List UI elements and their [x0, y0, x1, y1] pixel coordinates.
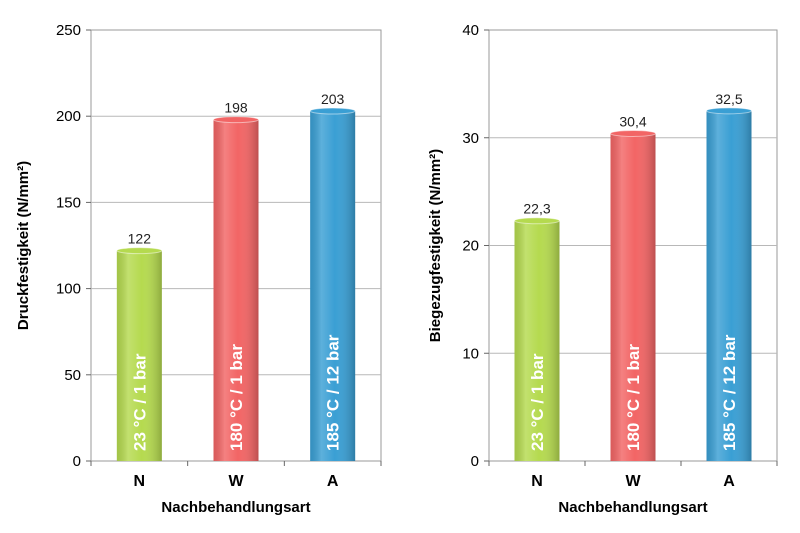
bar-value-label: 198	[224, 100, 248, 116]
bar-cap	[116, 247, 163, 255]
bar-cap	[514, 217, 560, 225]
x-axis-title: Nachbehandlungsart	[558, 499, 707, 516]
bar-value-label: 203	[321, 91, 345, 107]
x-category-label: N	[531, 473, 543, 490]
x-category-label: A	[723, 473, 735, 490]
y-tick-label: 250	[56, 22, 81, 39]
y-axis-title: Druckfestigkeit (N/mm²)	[15, 161, 32, 330]
y-tick-label: 20	[462, 238, 479, 255]
bar-cap	[309, 107, 356, 115]
bar-group	[706, 107, 752, 461]
bar-condition-label: 23 °C / 1 bar	[528, 353, 547, 451]
y-tick-label: 50	[64, 367, 81, 384]
y-tick-label: 200	[56, 108, 81, 125]
x-category-label: W	[625, 473, 641, 490]
bar-shading	[610, 133, 656, 461]
bar-shading	[514, 220, 560, 461]
bar-value-label: 32,5	[715, 91, 742, 107]
y-tick-label: 0	[471, 453, 479, 470]
bar-condition-label: 185 °C / 12 bar	[324, 334, 343, 451]
bar-shading	[116, 250, 162, 461]
bar-group	[514, 217, 560, 461]
bar-condition-label: 180 °C / 1 bar	[227, 344, 246, 451]
bar-condition-label: 23 °C / 1 bar	[130, 353, 149, 451]
bar-value-label: 22,3	[523, 201, 550, 217]
chart-2: 0 10 20 30 40 22,3 23 °C / 1 bar N 30,4 180 °C / …	[427, 22, 778, 516]
y-tick-label: 30	[462, 130, 479, 147]
x-category-label: N	[134, 473, 146, 490]
x-axis-title: Nachbehandlungsart	[161, 499, 310, 516]
x-category-label: A	[327, 473, 339, 490]
y-tick-label: 10	[462, 345, 479, 362]
bar-value-label: 122	[128, 231, 152, 247]
bar-cap	[706, 107, 752, 115]
y-tick-label: 0	[73, 453, 81, 470]
y-tick-label: 40	[462, 22, 479, 39]
bar-condition-label: 180 °C / 1 bar	[624, 344, 643, 451]
bar-group	[116, 247, 163, 461]
y-axis-title: Biegezugfestigkeit (N/mm²)	[427, 149, 444, 342]
bar-cap	[610, 129, 656, 137]
bar-shading	[706, 110, 752, 461]
bar-cap	[213, 116, 259, 124]
bar-group	[213, 116, 259, 461]
y-tick-label: 150	[56, 194, 81, 211]
bar-shading	[310, 111, 356, 461]
bar-group	[610, 129, 656, 461]
bar-shading	[213, 119, 259, 461]
bar-group	[309, 107, 356, 461]
x-category-label: W	[228, 473, 244, 490]
y-tick-label: 100	[56, 281, 81, 298]
bar-value-label: 30,4	[619, 113, 646, 129]
bar-condition-label: 185 °C / 12 bar	[720, 334, 739, 451]
chart-1: 0 50 100 150 200 250 122 23 °C / 1 bar N 198 180 °…	[15, 22, 382, 516]
